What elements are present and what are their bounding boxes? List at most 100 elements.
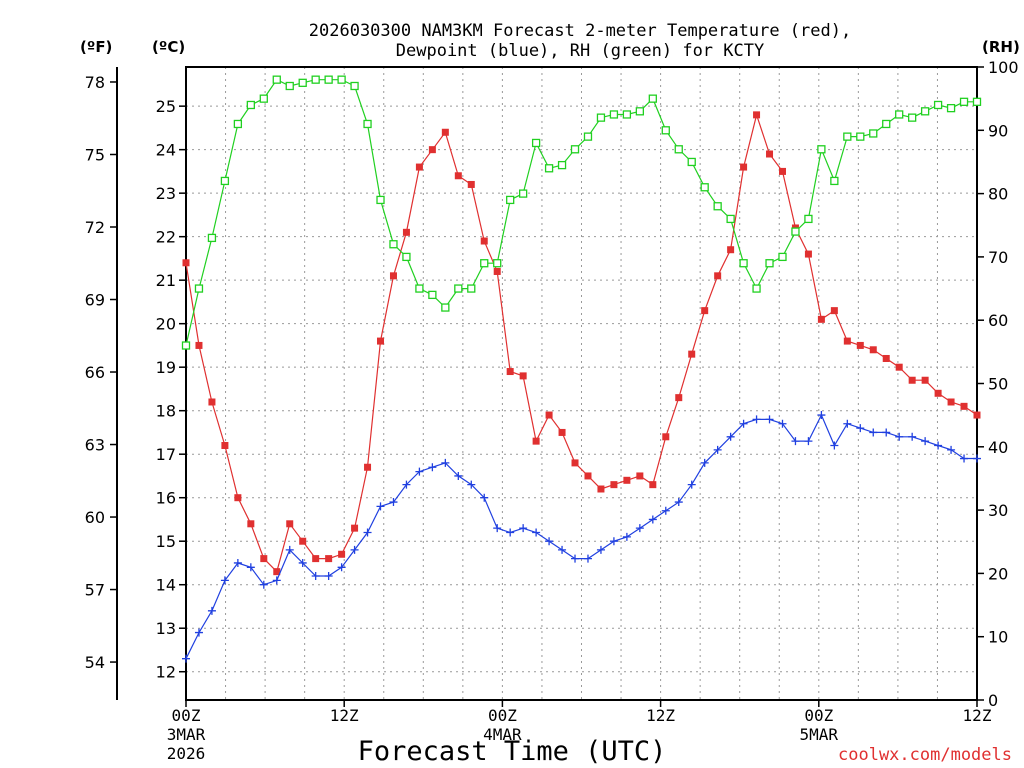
dewpoint-point [635,524,644,533]
rh-point [856,132,865,141]
fahrenheit-tick-label: 69 [85,291,105,310]
dewpoint-point [895,432,904,441]
celsius-tick-label: 13 [156,619,176,638]
dewpoint-point [506,528,515,537]
dewpoint-point [960,454,969,463]
temperature-point [817,315,825,323]
fahrenheit-axis-label: (ºF) [80,38,112,56]
temperature-point [571,459,579,467]
rh-point [376,195,385,205]
temperature-point [247,520,255,528]
dewpoint-point [856,424,865,433]
rh-tick-label: 70 [988,248,1008,267]
time-tick-label: 12Z [646,706,675,725]
rh-point [506,195,515,205]
rh-point [817,145,826,154]
dewpoint-point [532,528,541,537]
rh-point [778,252,787,262]
fahrenheit-tick-label: 66 [85,363,105,382]
dewpoint-point [739,419,748,428]
rh-point [493,259,502,268]
rh-point [220,176,230,186]
rh-point [739,259,748,268]
dewpoint-point [259,580,268,589]
temperature-point [675,394,683,402]
rh-point [389,240,398,249]
rh-point [920,107,930,116]
rh-point [622,110,632,119]
rh-point [882,119,891,129]
dewpoint-point [791,437,800,446]
rh-point [933,100,943,110]
temperature-point [454,172,462,180]
time-tick-label: 00Z [488,706,517,725]
dewpoint-point [519,524,528,533]
time-tick-label: 12Z [963,706,992,725]
rh-point [415,284,424,293]
temperature-point [389,272,397,280]
temperature-point [519,372,527,380]
rh-point [298,78,307,87]
dewpoint-point [817,411,826,420]
dewpoint-point [324,572,333,581]
dewpoint-point [350,545,359,554]
temperature-point [377,337,385,345]
temperature-point [804,250,812,258]
fahrenheit-tick-label: 60 [85,508,105,527]
temperature-point [428,146,436,154]
dewpoint-point [843,419,852,428]
rh-tick-label: 30 [988,501,1008,520]
dewpoint-point [804,437,813,446]
rh-point [207,233,217,243]
temperature-point [545,411,553,419]
celsius-ticks: 12 13 14 15 16 17 18 19 20 21 22 23 24 25 [156,97,186,682]
rh-tick-label: 80 [988,185,1008,204]
celsius-tick-label: 25 [156,97,176,116]
rh-point [311,75,320,84]
axes [116,66,978,701]
dewpoint-point [182,654,190,663]
temperature-point [740,163,748,171]
temperature-point [260,555,268,563]
temperature-point [195,341,203,349]
rh-point [959,97,969,106]
dewpoint-point [830,441,839,450]
temperature-point [221,441,229,449]
temperature-point [727,246,735,254]
rh-point [350,81,359,91]
rh-point [674,145,683,154]
celsius-tick-label: 15 [156,532,176,551]
rh-point [259,94,268,103]
dewpoint-point [973,454,981,463]
rh-point [946,103,956,113]
rh-point [467,284,476,293]
dewpoint-point [220,576,229,585]
dewpoint-point [713,445,722,454]
rh-point [441,303,450,312]
rh-tick-label: 10 [988,628,1008,647]
temperature-point [286,520,294,528]
celsius-tick-label: 12 [156,663,176,682]
fahrenheit-tick-label: 72 [85,218,105,237]
rh-ticks: 0 10 20 30 40 50 60 70 80 90 100 [977,58,1019,710]
dewpoint-point [298,558,307,567]
rh-point [830,176,839,186]
dewpoint-point [233,558,242,567]
dewpoint-point [376,502,385,511]
rh-tick-label: 60 [988,311,1008,330]
rh-point [700,183,709,192]
dewpoint-point [921,437,930,446]
x-axis-label: Forecast Time (UTC) [358,736,667,767]
temperature-point [714,272,722,280]
temperature-point [649,481,657,489]
celsius-tick-label: 18 [156,402,176,421]
rh-point [402,252,411,262]
fahrenheit-tick-label: 75 [85,145,105,164]
temperature-point [415,163,423,171]
dewpoint-point [246,563,255,572]
rh-point [518,189,528,198]
temperature-point [830,307,838,315]
rh-point [804,214,813,224]
dewpoint-point [272,576,281,585]
